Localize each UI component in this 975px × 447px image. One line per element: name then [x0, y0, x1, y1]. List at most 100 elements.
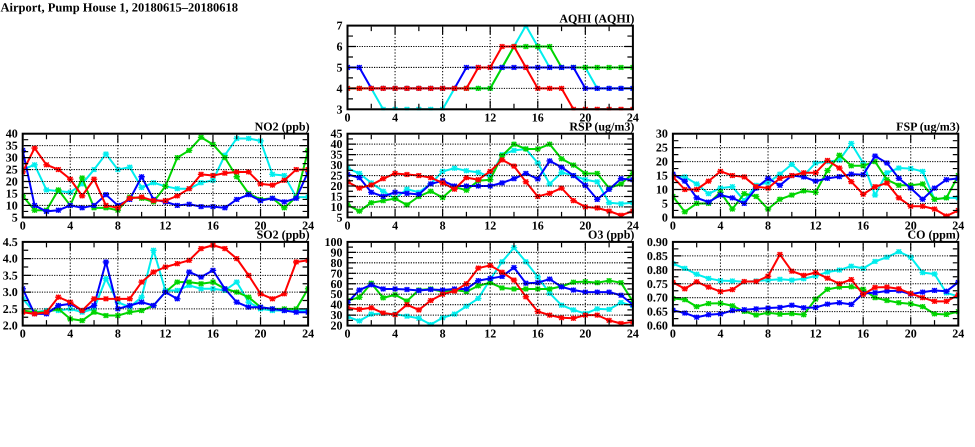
svg-text:15: 15 [6, 186, 18, 200]
svg-text:8: 8 [115, 327, 121, 341]
svg-text:0.80: 0.80 [647, 263, 668, 277]
svg-text:4: 4 [392, 218, 398, 232]
svg-text:4: 4 [67, 218, 73, 232]
svg-text:O3 (ppb): O3 (ppb) [588, 228, 634, 242]
svg-text:SO2 (ppb): SO2 (ppb) [257, 228, 310, 242]
svg-text:24: 24 [627, 218, 639, 232]
svg-text:24: 24 [302, 327, 314, 341]
svg-text:20: 20 [579, 218, 591, 232]
svg-text:16: 16 [532, 327, 544, 341]
svg-text:30: 30 [6, 151, 18, 165]
svg-text:8: 8 [765, 327, 771, 341]
svg-text:12: 12 [810, 218, 822, 232]
svg-text:12: 12 [484, 218, 496, 232]
svg-text:4: 4 [717, 327, 723, 341]
svg-text:40: 40 [331, 137, 343, 151]
svg-text:3: 3 [337, 102, 343, 116]
svg-text:4.0: 4.0 [3, 252, 18, 266]
svg-text:10: 10 [331, 200, 343, 214]
svg-text:0: 0 [345, 218, 351, 232]
svg-text:5: 5 [337, 60, 343, 74]
svg-text:15: 15 [656, 169, 668, 183]
svg-text:35: 35 [331, 148, 343, 162]
svg-text:16: 16 [207, 327, 219, 341]
svg-text:4.5: 4.5 [3, 235, 18, 249]
svg-text:0: 0 [662, 210, 668, 224]
svg-text:0: 0 [670, 327, 676, 341]
svg-text:30: 30 [331, 308, 343, 322]
svg-text:90: 90 [331, 245, 343, 259]
svg-text:6: 6 [337, 40, 343, 54]
svg-text:20: 20 [656, 155, 668, 169]
svg-text:10: 10 [656, 183, 668, 197]
svg-text:0.85: 0.85 [647, 249, 668, 263]
svg-text:20: 20 [255, 327, 267, 341]
svg-text:8: 8 [440, 110, 446, 124]
svg-text:5: 5 [12, 210, 18, 224]
svg-text:45: 45 [331, 127, 343, 141]
svg-text:16: 16 [207, 218, 219, 232]
svg-text:4: 4 [337, 81, 343, 95]
svg-text:8: 8 [440, 327, 446, 341]
svg-text:12: 12 [484, 327, 496, 341]
svg-text:3.0: 3.0 [3, 285, 18, 299]
svg-text:16: 16 [532, 110, 544, 124]
svg-text:50: 50 [331, 287, 343, 301]
svg-text:NO2 (ppb): NO2 (ppb) [255, 120, 310, 134]
svg-text:FSP (ug/m3): FSP (ug/m3) [896, 120, 960, 134]
svg-text:16: 16 [857, 218, 869, 232]
svg-text:100: 100 [325, 235, 343, 249]
svg-text:24: 24 [627, 110, 639, 124]
svg-text:30: 30 [331, 158, 343, 172]
svg-text:0.75: 0.75 [647, 277, 668, 291]
svg-text:AQHI (AQHI): AQHI (AQHI) [559, 11, 634, 25]
svg-text:0: 0 [345, 327, 351, 341]
svg-text:CO (ppm): CO (ppm) [907, 228, 959, 242]
svg-text:0.70: 0.70 [647, 291, 668, 305]
svg-text:12: 12 [159, 218, 171, 232]
svg-text:20: 20 [905, 327, 917, 341]
svg-text:3.5: 3.5 [3, 268, 18, 282]
svg-text:0: 0 [20, 327, 26, 341]
svg-text:40: 40 [331, 298, 343, 312]
svg-text:8: 8 [440, 218, 446, 232]
svg-text:25: 25 [656, 141, 668, 155]
svg-text:15: 15 [331, 189, 343, 203]
svg-text:4: 4 [392, 327, 398, 341]
svg-text:20: 20 [331, 179, 343, 193]
svg-text:0.60: 0.60 [647, 319, 668, 333]
svg-text:2.0: 2.0 [3, 319, 18, 333]
svg-text:70: 70 [331, 266, 343, 280]
svg-text:20: 20 [579, 327, 591, 341]
svg-text:25: 25 [6, 163, 18, 177]
svg-text:7: 7 [337, 19, 343, 33]
svg-text:16: 16 [857, 327, 869, 341]
svg-text:0.90: 0.90 [647, 235, 668, 249]
svg-text:RSP (ug/m3): RSP (ug/m3) [569, 120, 634, 134]
svg-text:30: 30 [656, 127, 668, 141]
svg-text:4: 4 [717, 218, 723, 232]
svg-text:12: 12 [810, 327, 822, 341]
svg-text:12: 12 [484, 110, 496, 124]
svg-text:5: 5 [337, 210, 343, 224]
svg-text:24: 24 [952, 327, 964, 341]
svg-text:20: 20 [255, 218, 267, 232]
svg-text:20: 20 [579, 110, 591, 124]
svg-text:4: 4 [392, 110, 398, 124]
svg-text:12: 12 [159, 327, 171, 341]
svg-text:60: 60 [331, 277, 343, 291]
svg-text:40: 40 [6, 127, 18, 141]
svg-text:2.5: 2.5 [3, 302, 18, 316]
svg-text:24: 24 [627, 327, 639, 341]
svg-text:20: 20 [905, 218, 917, 232]
svg-text:24: 24 [952, 218, 964, 232]
svg-text:0: 0 [345, 110, 351, 124]
svg-text:80: 80 [331, 256, 343, 270]
svg-text:5: 5 [662, 196, 668, 210]
svg-text:0: 0 [20, 218, 26, 232]
svg-text:10: 10 [6, 198, 18, 212]
svg-text:20: 20 [331, 319, 343, 333]
svg-text:0: 0 [670, 218, 676, 232]
svg-text:0.65: 0.65 [647, 305, 668, 319]
svg-text:24: 24 [302, 218, 314, 232]
